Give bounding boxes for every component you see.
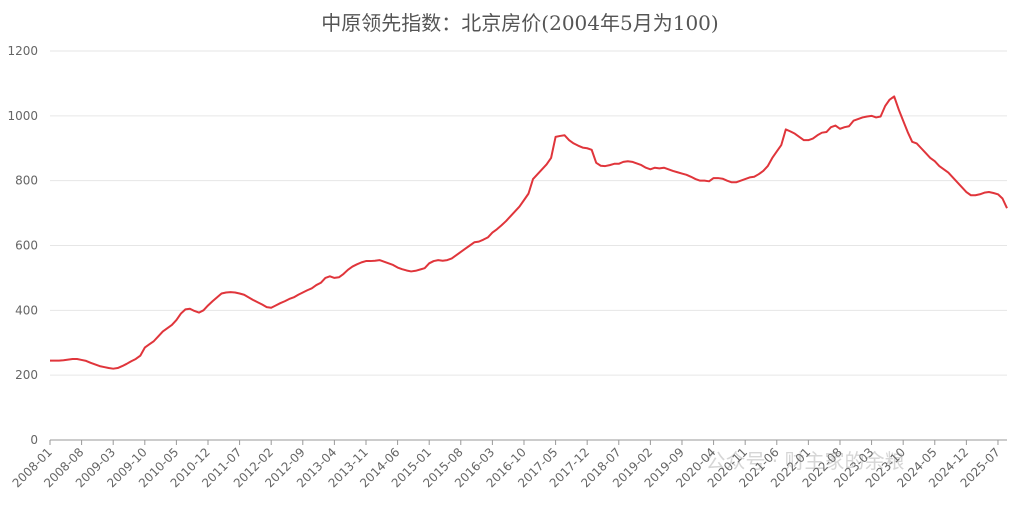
y-tick-label: 800 <box>15 174 38 188</box>
line-series <box>50 95 1008 370</box>
y-tick-label: 0 <box>30 433 38 447</box>
y-tick-label: 600 <box>15 239 38 253</box>
chart-title: 中原领先指数：北京房价(2004年5月为100) <box>321 11 718 35</box>
y-tick-label: 1000 <box>7 109 38 123</box>
y-tick-label: 400 <box>15 303 38 317</box>
y-tick-label: 200 <box>15 368 38 382</box>
watermark: 公众号 · 财主家的余粮 <box>705 449 904 473</box>
y-tick-label: 1200 <box>7 44 38 58</box>
